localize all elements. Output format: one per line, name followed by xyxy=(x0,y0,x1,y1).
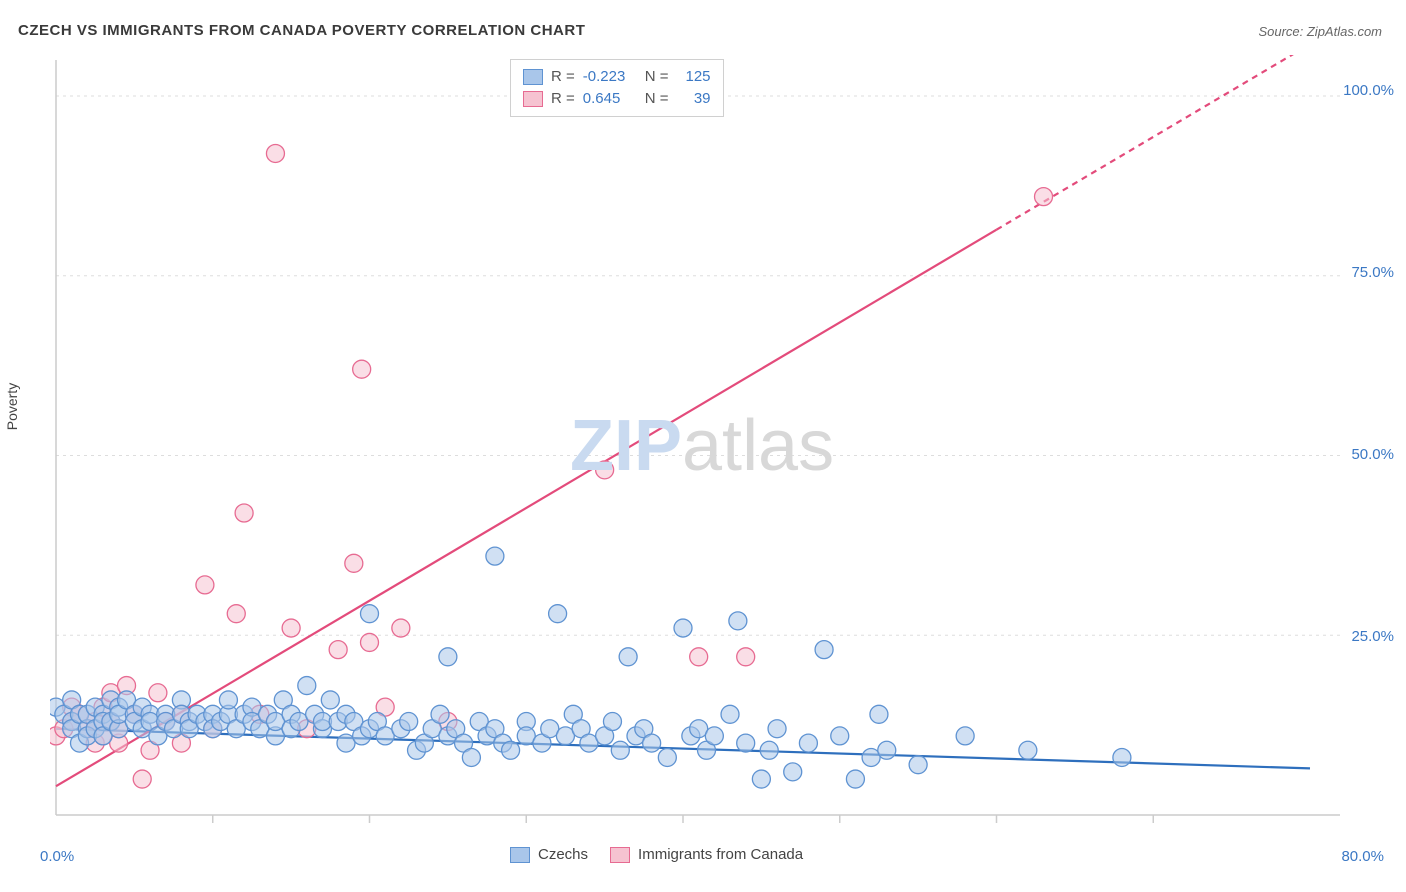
legend-n-value: 125 xyxy=(677,66,711,88)
legend-swatch xyxy=(523,69,543,85)
legend-n-label: N = xyxy=(645,66,669,88)
legend-swatch xyxy=(510,847,530,863)
legend-r-label: R = xyxy=(551,66,575,88)
legend-n-label: N = xyxy=(645,88,669,110)
x-tick-0: 0.0% xyxy=(40,848,74,865)
scatter-svg xyxy=(50,55,1350,835)
source-label: Source: ZipAtlas.com xyxy=(1258,24,1382,39)
series-legend-item: Czechs xyxy=(510,846,588,863)
legend-r-value: 0.645 xyxy=(583,88,637,110)
y-tick-100: 100.0% xyxy=(1343,82,1394,99)
series-legend: Czechs Immigrants from Canada xyxy=(510,846,803,863)
y-tick-50: 50.0% xyxy=(1351,446,1394,463)
chart-title: CZECH VS IMMIGRANTS FROM CANADA POVERTY … xyxy=(18,22,585,39)
legend-r-value: -0.223 xyxy=(583,66,637,88)
legend-swatch xyxy=(523,91,543,107)
series-legend-item: Immigrants from Canada xyxy=(610,846,803,863)
legend-n-value: 39 xyxy=(677,88,711,110)
series-legend-label: Immigrants from Canada xyxy=(638,846,803,863)
y-tick-25: 25.0% xyxy=(1351,628,1394,645)
plot-area: ZIPatlas R =-0.223N =125R =0.645N =39 xyxy=(50,55,1350,835)
x-tick-80: 80.0% xyxy=(1341,848,1384,865)
legend-swatch xyxy=(610,847,630,863)
correlation-legend: R = -0.223 N = 125 R = 0.645 N = 39 xyxy=(510,59,724,117)
legend-row: R = -0.223 N = 125 xyxy=(523,66,711,88)
series-legend-label: Czechs xyxy=(538,846,588,863)
legend-r-label: R = xyxy=(551,88,575,110)
y-tick-75: 75.0% xyxy=(1351,264,1394,281)
chart-container: CZECH VS IMMIGRANTS FROM CANADA POVERTY … xyxy=(0,0,1406,892)
y-axis-label: Poverty xyxy=(4,383,20,430)
legend-row: R = 0.645 N = 39 xyxy=(523,88,711,110)
